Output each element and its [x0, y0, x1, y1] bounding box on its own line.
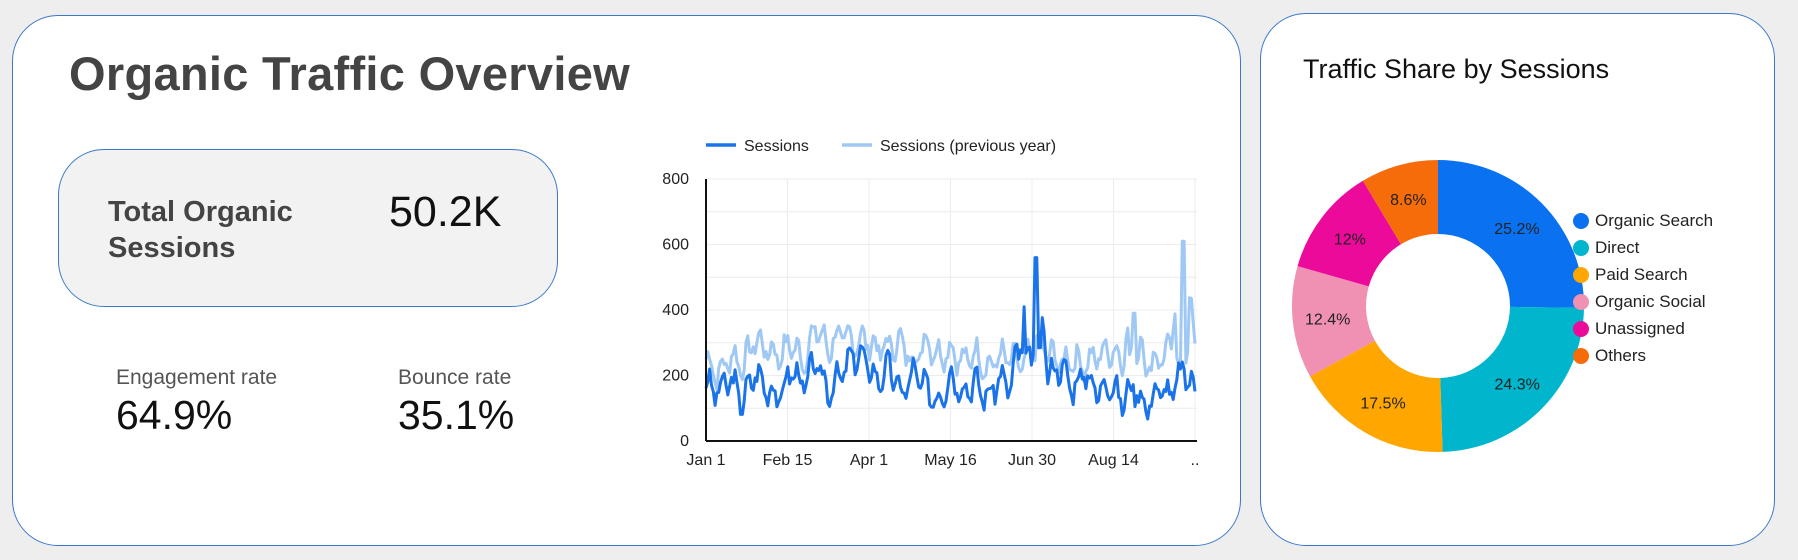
- slice-organic-search[interactable]: [1438, 160, 1584, 308]
- slice-organic-social[interactable]: [1292, 266, 1375, 377]
- legend-label: Others: [1595, 345, 1647, 365]
- slice-label-direct: 24.3%: [1495, 377, 1540, 394]
- slice-label-others: 8.6%: [1390, 192, 1426, 209]
- legend-item-others[interactable]: Others: [1573, 342, 1713, 369]
- legend-dot-icon: [1573, 293, 1589, 310]
- bounce-rate-label: Bounce rate: [398, 366, 512, 389]
- page-title: Organic Traffic Overview: [69, 47, 630, 100]
- engagement-rate-value: 64.9%: [116, 392, 233, 438]
- slice-direct[interactable]: [1440, 306, 1584, 452]
- y-tick-label: 200: [662, 368, 689, 385]
- legend-item-organic-search[interactable]: Organic Search: [1573, 207, 1713, 234]
- legend-item-organic-social[interactable]: Organic Social: [1573, 288, 1713, 315]
- legend-label: Organic Search: [1595, 210, 1714, 230]
- traffic-share-card: Traffic Share by Sessions 25.2% 24.3% 17.5…: [1260, 13, 1775, 546]
- x-tick-label: Feb 15: [763, 452, 813, 469]
- y-tick-label: 600: [662, 237, 689, 254]
- pie-chart-title: Traffic Share by Sessions: [1303, 54, 1610, 84]
- organic-traffic-card: Organic Traffic Overview Total Organic S…: [12, 15, 1241, 546]
- slice-unassigned[interactable]: [1297, 180, 1401, 287]
- slice-label-unassigned: 12%: [1334, 232, 1366, 249]
- x-tick-label: Apr 1: [850, 452, 888, 469]
- slice-label-organic-search: 25.2%: [1494, 221, 1539, 238]
- engagement-rate-scorecard[interactable]: Engagement rate 64.9%: [116, 366, 277, 439]
- legend-item-sessions[interactable]: Sessions: [706, 138, 809, 155]
- x-tick-label: ..: [1191, 452, 1200, 469]
- y-tick-label: 400: [662, 302, 689, 319]
- series-sessions-line[interactable]: [704, 256, 1197, 421]
- x-tick-label: Jun 30: [1008, 452, 1056, 469]
- legend-item-paid-search[interactable]: Paid Search: [1573, 261, 1713, 288]
- legend-label: Unassigned: [1595, 318, 1685, 338]
- kpi-value: 50.2K: [389, 188, 502, 236]
- bounce-rate-scorecard[interactable]: Bounce rate 35.1%: [398, 366, 514, 439]
- legend-item-direct[interactable]: Direct: [1573, 234, 1713, 261]
- legend-label-sessions: Sessions: [744, 138, 809, 155]
- slice-others[interactable]: [1362, 160, 1438, 245]
- kpi-label: Total Organic Sessions: [108, 196, 293, 264]
- x-tick-label: May 16: [924, 452, 977, 469]
- legend-item-sessions-previous-year[interactable]: Sessions (previous year): [842, 138, 1056, 155]
- legend-label: Paid Search: [1595, 264, 1688, 284]
- legend-label-sessions-previous-year: Sessions (previous year): [880, 138, 1056, 155]
- legend-label: Direct: [1595, 237, 1640, 257]
- bounce-rate-value: 35.1%: [398, 392, 515, 438]
- legend-dot-icon: [1573, 266, 1589, 283]
- legend-dot-icon: [1573, 320, 1589, 337]
- total-sessions-scorecard[interactable]: Total Organic Sessions 50.2K: [58, 149, 558, 307]
- y-tick-label: 0: [680, 433, 689, 450]
- legend-dot-icon: [1573, 212, 1589, 229]
- legend-dot-icon: [1573, 239, 1589, 256]
- legend-label: Organic Social: [1595, 291, 1706, 311]
- x-tick-label: Jan 1: [686, 452, 725, 469]
- legend-dot-icon: [1573, 347, 1589, 364]
- engagement-rate-label: Engagement rate: [116, 366, 278, 389]
- slice-paid-search[interactable]: [1310, 340, 1443, 452]
- sessions-line-chart[interactable]: 0 200 400 600 800 Jan 1 Feb 15 Apr 1 May 16 Jun 3…: [13, 16, 1242, 547]
- legend-item-unassigned[interactable]: Unassigned: [1573, 315, 1713, 342]
- series-sessions-previous-year-line[interactable]: [704, 239, 1197, 392]
- x-tick-label: Aug 14: [1088, 452, 1139, 469]
- y-tick-label: 800: [662, 171, 689, 188]
- slice-label-paid-search: 17.5%: [1360, 395, 1405, 412]
- slice-label-organic-social: 12.4%: [1305, 312, 1350, 329]
- pie-legend: Organic Search Direct Paid Search Organic S…: [1573, 207, 1713, 369]
- traffic-share-donut-chart[interactable]: 25.2% 24.3% 17.5% 12.4% 12% 8.6%: [1261, 14, 1776, 547]
